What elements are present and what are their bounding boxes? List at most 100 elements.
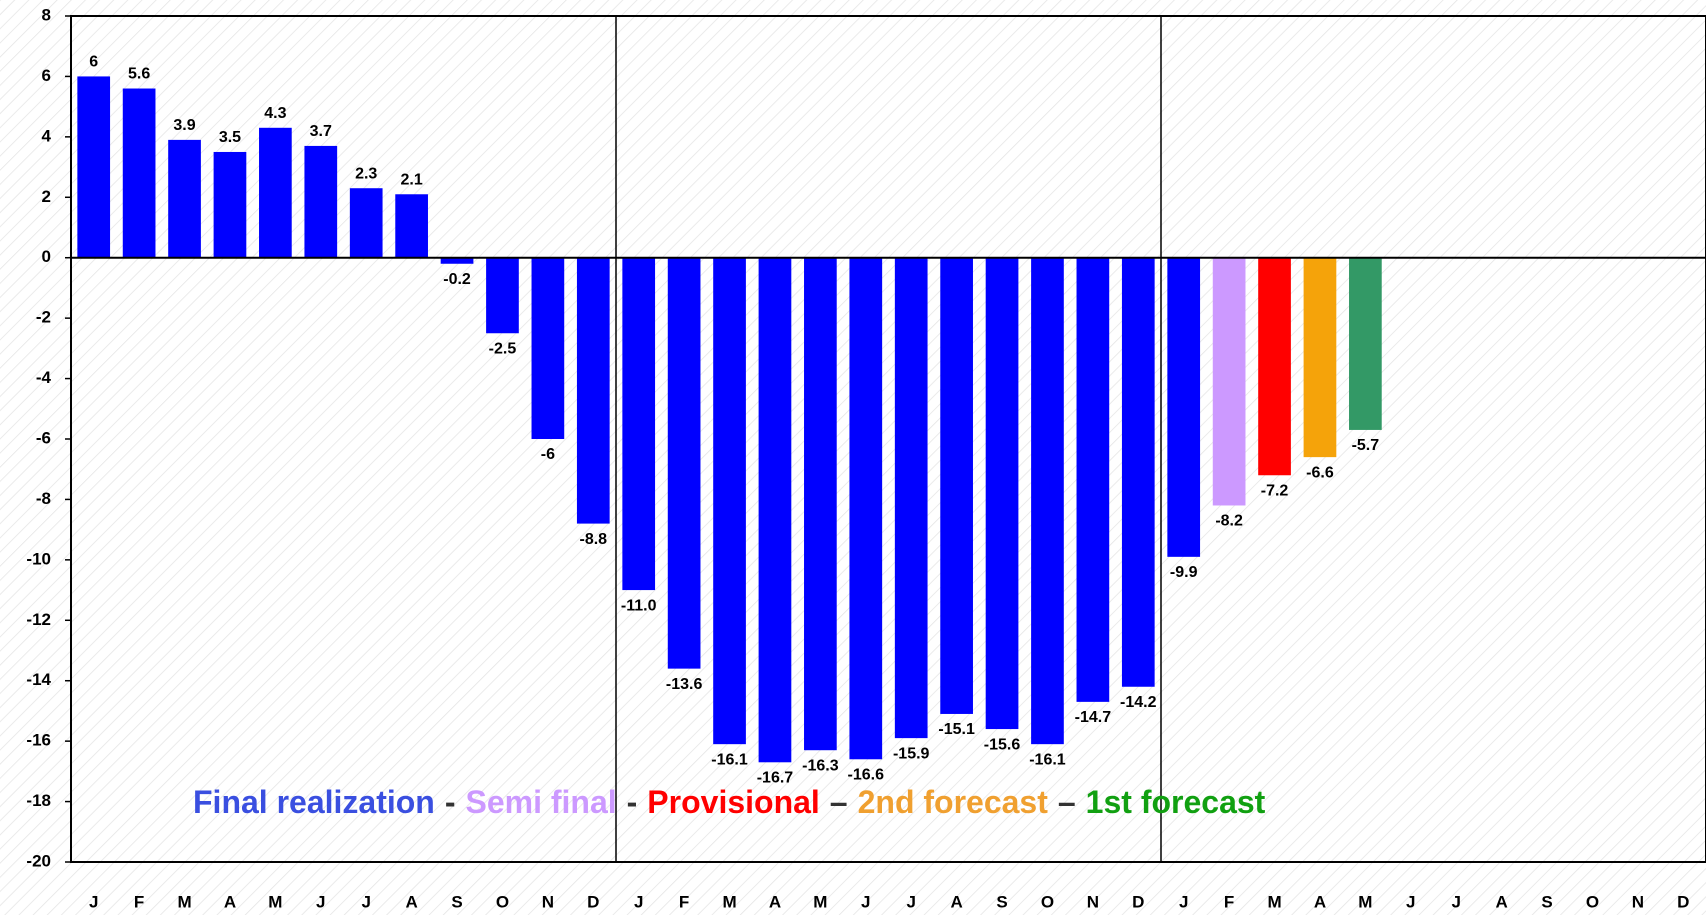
bar (1258, 257, 1291, 476)
data-label: -14.2 (1120, 694, 1157, 711)
x-tick-label: A (769, 892, 781, 911)
x-tick-label: O (1586, 892, 1599, 911)
x-tick-label: M (722, 892, 736, 911)
bar (1212, 257, 1246, 506)
y-tick-label: -16 (26, 731, 51, 750)
y-tick-label: -6 (36, 428, 51, 447)
bar (168, 139, 201, 258)
bar (440, 257, 474, 264)
data-label: 2.1 (401, 171, 423, 188)
legend-separator: – (1058, 784, 1076, 820)
bar (940, 257, 973, 714)
bar (1121, 257, 1155, 687)
legend: Final realization - Semi final - Provisional… (193, 784, 1266, 820)
bar (758, 257, 792, 763)
bar (804, 257, 837, 751)
data-label: 3.5 (219, 129, 241, 146)
bar (395, 194, 428, 258)
y-tick-label: -2 (36, 308, 51, 327)
bar (894, 257, 928, 739)
y-tick-label: 4 (42, 126, 52, 145)
x-tick-label: F (679, 892, 689, 911)
data-label: 5.6 (128, 66, 150, 83)
data-label: -16.7 (757, 770, 794, 787)
bar (349, 188, 383, 258)
y-tick-label: -20 (26, 851, 51, 870)
bar (667, 257, 701, 669)
bar (304, 145, 338, 258)
x-tick-label: M (813, 892, 827, 911)
x-tick-label: D (587, 892, 599, 911)
x-tick-label: J (634, 892, 643, 911)
bar (122, 88, 156, 258)
data-label: -15.1 (938, 721, 975, 738)
x-tick-label: S (451, 892, 462, 911)
data-label: -7.2 (1261, 482, 1289, 499)
x-tick-label: J (906, 892, 915, 911)
bar (259, 127, 292, 258)
y-tick-label: -10 (26, 549, 51, 568)
bar (486, 257, 519, 334)
legend-entry: Provisional (647, 784, 820, 820)
x-tick-label: A (405, 892, 417, 911)
bar (985, 257, 1019, 730)
x-tick-label: F (134, 892, 144, 911)
data-label: -6.6 (1306, 464, 1334, 481)
data-label: -8.2 (1215, 513, 1243, 530)
bar (713, 257, 746, 745)
legend-separator: - (627, 784, 638, 820)
legend-entry: Semi final (465, 784, 616, 820)
y-tick-label: -18 (26, 791, 51, 810)
x-tick-label: M (1267, 892, 1281, 911)
data-label: 3.7 (310, 123, 332, 140)
y-tick-label: 8 (42, 5, 51, 24)
data-label: 4.3 (264, 105, 286, 122)
data-label: -16.6 (848, 766, 885, 783)
data-label: 6 (89, 54, 98, 71)
data-label: -16.1 (711, 751, 748, 768)
x-tick-label: S (1541, 892, 1552, 911)
bar (1349, 257, 1382, 430)
x-tick-label: D (1132, 892, 1144, 911)
y-tick-label: 0 (42, 247, 51, 266)
x-tick-label: S (996, 892, 1007, 911)
x-tick-label: A (1314, 892, 1326, 911)
x-tick-label: A (950, 892, 962, 911)
x-tick-label: M (1358, 892, 1372, 911)
x-tick-label: J (361, 892, 370, 911)
x-tick-label: N (1087, 892, 1099, 911)
y-tick-label: -4 (36, 368, 52, 387)
bar (77, 76, 111, 258)
data-label: 3.9 (173, 117, 195, 134)
data-label: -9.9 (1170, 564, 1198, 581)
data-label: -16.1 (1029, 751, 1066, 768)
x-tick-label: F (1224, 892, 1234, 911)
x-tick-label: A (1495, 892, 1507, 911)
x-tick-label: M (177, 892, 191, 911)
data-label: -15.9 (893, 745, 930, 762)
bar (1167, 257, 1201, 557)
data-label: -0.2 (443, 271, 471, 288)
x-tick-label: A (224, 892, 236, 911)
legend-entry: 2nd forecast (858, 784, 1049, 820)
bar (213, 151, 247, 258)
y-tick-label: -12 (26, 610, 51, 629)
bar (1076, 257, 1110, 702)
legend-separator: – (830, 784, 848, 820)
data-label: -11.0 (621, 597, 657, 614)
data-label: -14.7 (1075, 709, 1112, 726)
data-label: 2.3 (355, 165, 377, 182)
bar (849, 257, 883, 760)
data-label: -6 (541, 446, 555, 463)
bar (1031, 257, 1064, 745)
x-tick-label: N (542, 892, 554, 911)
x-tick-label: M (268, 892, 282, 911)
x-tick-label: O (496, 892, 509, 911)
data-label: -8.8 (580, 531, 608, 548)
x-tick-label: J (1451, 892, 1460, 911)
x-tick-label: J (316, 892, 325, 911)
y-tick-label: 2 (42, 187, 51, 206)
bar (622, 257, 656, 591)
y-tick-label: -14 (26, 670, 51, 689)
